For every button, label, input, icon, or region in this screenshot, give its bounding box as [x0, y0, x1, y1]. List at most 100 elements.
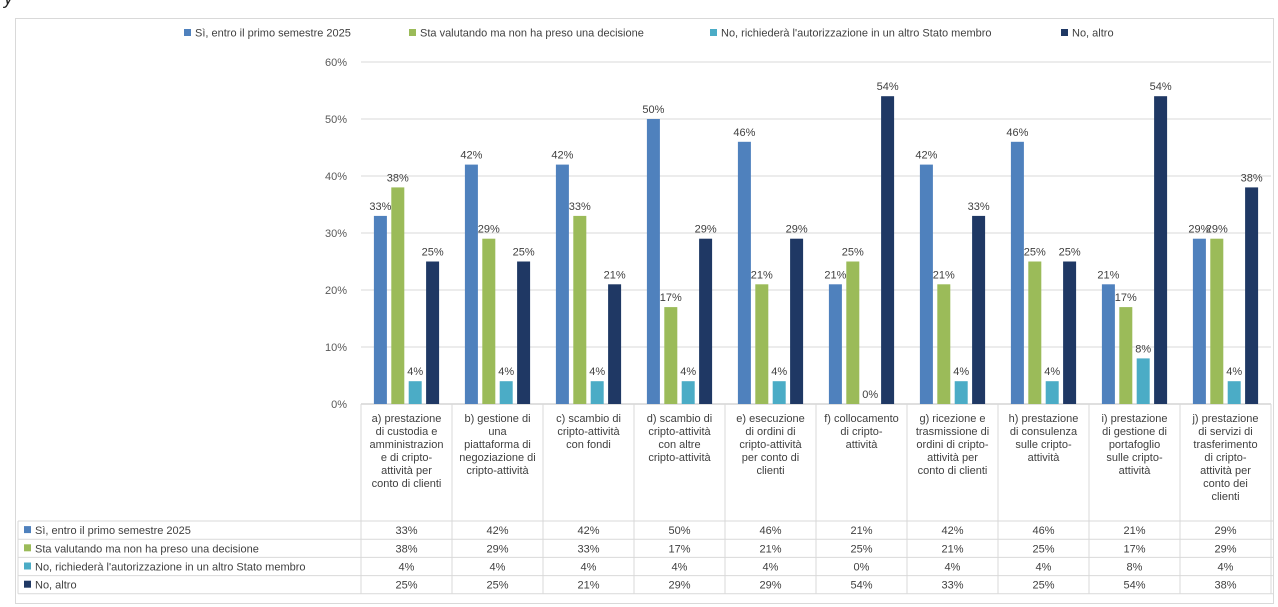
table-cell: 17%: [668, 543, 690, 555]
bar: [1119, 307, 1133, 404]
data-label: 42%: [460, 150, 482, 162]
table-row-label: Sta valutando ma non ha preso una decisi…: [35, 543, 259, 555]
data-label: 38%: [387, 172, 409, 184]
data-label: 29%: [478, 224, 500, 236]
data-label: 29%: [786, 224, 808, 236]
category-label-line: g) ricezione e: [919, 413, 985, 425]
category-label-line: c) scambio di: [556, 413, 621, 425]
y-tick-label: 20%: [325, 285, 347, 297]
data-label: 21%: [1097, 269, 1119, 281]
data-label: 17%: [1115, 292, 1137, 304]
data-label: 42%: [915, 150, 937, 162]
category-label-line: trasmissione di: [916, 426, 989, 438]
bar: [1227, 381, 1241, 404]
data-label: 42%: [551, 150, 573, 162]
bar: [464, 164, 478, 404]
table-cell: 33%: [395, 525, 417, 537]
legend-swatch: [184, 29, 191, 36]
chart-frame: 0% 10% 20% 30% 40% 50% 60% 33% 42% 42% 50% 46% 21% 4…: [15, 18, 1274, 604]
category-label-line: b) gestione di: [464, 413, 530, 425]
data-label: 54%: [877, 81, 899, 93]
table-cell: 46%: [1032, 525, 1054, 537]
table-cell: 29%: [759, 580, 781, 592]
bar: [408, 381, 422, 404]
table-cell: 4%: [1036, 562, 1052, 574]
table-cell: 25%: [486, 580, 508, 592]
table-cell: 4%: [399, 562, 415, 574]
category-label-line: attività per: [927, 452, 978, 464]
bar: [954, 381, 968, 404]
data-label: 4%: [498, 366, 514, 378]
bar: [881, 96, 895, 404]
category-label: e) esecuzione di ordini di cripto-attività…: [736, 413, 805, 477]
legend-swatch: [1061, 29, 1068, 36]
bar: [846, 261, 860, 404]
table-cell: 25%: [395, 580, 417, 592]
table-cell: 21%: [759, 543, 781, 555]
data-label: 17%: [660, 292, 682, 304]
bar: [555, 164, 569, 404]
cropped-title-fragment: y: [0, 0, 40, 8]
data-label: 21%: [933, 269, 955, 281]
y-tick-label: 50%: [325, 114, 347, 126]
table-cell: 29%: [486, 543, 508, 555]
legend-label: Sì, entro il primo semestre 2025: [195, 28, 351, 40]
category-label-line: a) prestazione: [372, 413, 442, 425]
category-label-line: clienti: [1211, 491, 1239, 503]
data-label: 33%: [369, 201, 391, 213]
legend: Sì, entro il primo semestre 2025 Sta valu…: [184, 28, 1114, 40]
data-label: 38%: [1241, 172, 1263, 184]
category-label: h) prestazione di consulenza sulle cripto-…: [1009, 413, 1079, 464]
data-label: 0%: [862, 389, 878, 401]
table-cell: 4%: [672, 562, 688, 574]
bar: [646, 119, 660, 404]
table-cell: 4%: [581, 562, 597, 574]
table-cell: 4%: [945, 562, 961, 574]
table-cell: 33%: [941, 580, 963, 592]
bar: [1028, 261, 1042, 404]
bar: [919, 164, 933, 404]
category-label-line: sulle cripto-: [1106, 452, 1163, 464]
category-label-line: con altre: [658, 439, 700, 451]
bar: [1136, 358, 1150, 404]
bar: [1101, 284, 1115, 404]
legend-swatch: [409, 29, 416, 36]
bar: [737, 141, 751, 405]
bar: [681, 381, 695, 404]
category-label: f) collocamento di cripto-attività: [824, 413, 899, 451]
bar: [391, 187, 405, 404]
table-legend-key: [24, 526, 31, 534]
bar: [790, 238, 804, 404]
bar: [373, 215, 387, 404]
data-label: 4%: [771, 366, 787, 378]
category-label-line: di cripto-: [840, 426, 883, 438]
data-label: 21%: [751, 269, 773, 281]
data-label: 8%: [1135, 343, 1151, 355]
y-tick-label: 0%: [331, 399, 347, 411]
bar: [1192, 238, 1206, 404]
table-cell: 54%: [850, 580, 872, 592]
bar: [937, 284, 951, 404]
y-tick-label: 30%: [325, 228, 347, 240]
category-label-line: portafoglio: [1109, 439, 1160, 451]
bar: [664, 307, 678, 404]
bars: [373, 96, 1259, 405]
table-cell: 21%: [577, 580, 599, 592]
category-label-line: cripto-attività: [739, 439, 802, 451]
table-cell: 46%: [759, 525, 781, 537]
category-label: c) scambio di cripto-attività con fondi: [556, 413, 621, 451]
category-label-line: e di cripto-: [381, 452, 433, 464]
bar: [1063, 261, 1077, 404]
category-label-line: i) prestazione: [1101, 413, 1167, 425]
y-tick-label: 40%: [325, 171, 347, 183]
category-label-line: negoziazione di: [459, 452, 535, 464]
legend-label: Sta valutando ma non ha preso una decisi…: [420, 28, 644, 40]
data-label: 29%: [1188, 224, 1210, 236]
category-label-line: di cripto-: [1204, 452, 1247, 464]
table-cell: 42%: [941, 525, 963, 537]
bar: [1210, 238, 1224, 404]
category-label-line: di custodia e: [376, 426, 438, 438]
table-cell: 17%: [1123, 543, 1145, 555]
data-label: 54%: [1150, 81, 1172, 93]
data-label: 21%: [604, 269, 626, 281]
